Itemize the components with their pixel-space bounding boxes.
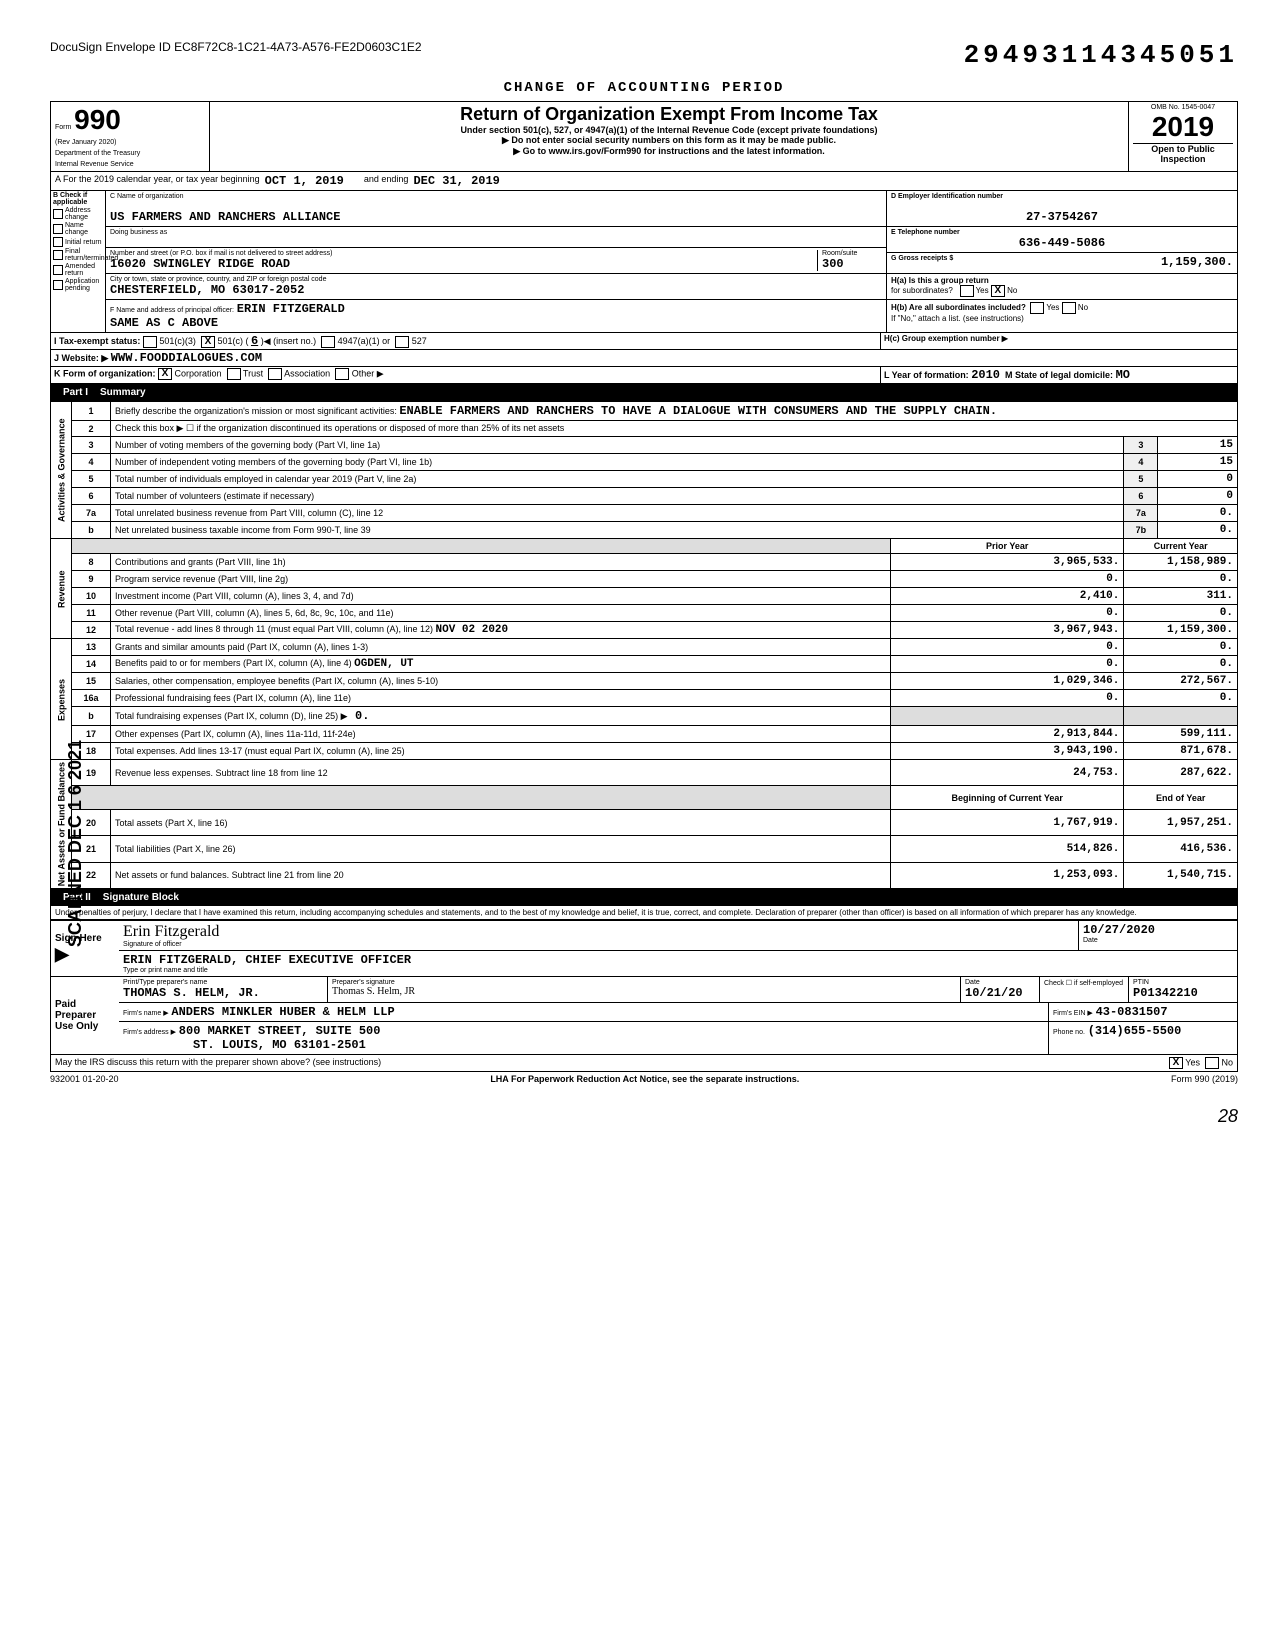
firm-phone: (314)655-5500	[1088, 1024, 1182, 1038]
website: WWW.FOODDIALOGUES.COM	[111, 351, 262, 365]
city: CHESTERFIELD, MO 63017-2052	[110, 283, 882, 297]
dba-label: Doing business as	[110, 229, 882, 236]
arrow-note-2: ▶ Go to www.irs.gov/Form990 for instruct…	[216, 146, 1122, 157]
period-end: DEC 31, 2019	[413, 174, 499, 188]
preparer-name: THOMAS S. HELM, JR.	[123, 986, 323, 1000]
arrow-note-1: ▶ Do not enter social security numbers o…	[216, 135, 1122, 146]
form-prefix: Form	[55, 124, 71, 131]
d-label: D Employer Identification number	[891, 193, 1233, 200]
f-label: F Name and address of principal officer:	[110, 307, 234, 314]
l-year: 2010	[971, 368, 1000, 382]
summary-table: Activities & Governance 1 Briefly descri…	[50, 401, 1238, 889]
officer-name: ERIN FITZGERALD	[237, 302, 345, 316]
c-label: C Name of organization	[110, 193, 882, 200]
phone: 636-449-5086	[891, 236, 1233, 250]
ein: 27-3754267	[891, 210, 1233, 224]
footer-center: LHA For Paperwork Reduction Act Notice, …	[490, 1074, 799, 1084]
net-assets-label: Net Assets or Fund Balances	[51, 760, 72, 889]
ha-sub: for subordinates?	[891, 286, 953, 295]
ha-label: H(a) Is this a group return	[891, 276, 989, 285]
part-ii-header: Part IISignature Block	[50, 889, 1238, 906]
docusign-id: DocuSign Envelope ID EC8F72C8-1C21-4A73-…	[50, 40, 422, 70]
footer-form: Form 990 (2019)	[1171, 1074, 1238, 1084]
expenses-label: Expenses	[51, 639, 72, 760]
main-title: Return of Organization Exempt From Incom…	[216, 104, 1122, 125]
501c-number: 6	[251, 334, 258, 348]
and-ending-label: and ending	[364, 174, 409, 188]
firm-name: ANDERS MINKLER HUBER & HELM LLP	[171, 1005, 394, 1019]
prep-date: 10/21/20	[965, 986, 1035, 1000]
sig-date: 10/27/2020	[1083, 923, 1233, 937]
omb-number: OMB No. 1545-0047	[1133, 104, 1233, 111]
city-label: City or town, state or province, country…	[110, 276, 882, 283]
page-number: 28	[50, 1106, 1238, 1127]
part-i-header: Part ISummary	[50, 384, 1238, 401]
ptin: P01342210	[1133, 986, 1233, 1000]
street-label: Number and street (or P.O. box if mail i…	[110, 250, 813, 257]
org-info-block: B Check if applicable Address change Nam…	[50, 191, 1238, 333]
sign-here-block: Sign Here ▶ Erin Fitzgerald Signature of…	[50, 920, 1238, 977]
line1-label: Briefly describe the organization's miss…	[115, 406, 397, 416]
line1-text: ENABLE FARMERS AND RANCHERS TO HAVE A DI…	[399, 404, 997, 418]
firm-addr2: ST. LOUIS, MO 63101-2501	[193, 1038, 366, 1052]
officer-print-name: ERIN FITZGERALD, CHIEF EXECUTIVE OFFICER	[123, 953, 1233, 967]
m-label: M State of legal domicile:	[1005, 370, 1113, 380]
room-label: Room/suite	[822, 250, 882, 257]
received-date-stamp: NOV 02 2020	[436, 624, 509, 636]
form-header: Form 990 (Rev January 2020) Department o…	[50, 101, 1238, 172]
footer-code: 932001 01-20-20	[50, 1074, 119, 1084]
paid-preparer-block: Paid Preparer Use Only Print/Type prepar…	[50, 977, 1238, 1055]
section-b-checks: B Check if applicable Address change Nam…	[51, 191, 106, 332]
org-name: US FARMERS AND RANCHERS ALLIANCE	[110, 210, 882, 224]
hb-label: H(b) Are all subordinates included?	[891, 303, 1026, 312]
e-label: E Telephone number	[891, 229, 1233, 236]
penalty-text: Under penalties of perjury, I declare th…	[50, 906, 1238, 920]
line16b-val: 0.	[355, 709, 369, 723]
form-number: 990	[74, 104, 121, 135]
firm-addr1: 800 MARKET STREET, SUITE 500	[179, 1024, 381, 1038]
g-label: G Gross receipts $	[891, 255, 953, 271]
ogden-stamp: OGDEN, UT	[354, 658, 413, 670]
signature: Erin Fitzgerald	[123, 923, 1074, 941]
discuss-label: May the IRS discuss this return with the…	[55, 1057, 381, 1069]
tax-year: 2019	[1133, 111, 1233, 143]
street: 16020 SWINGLEY RIDGE ROAD	[110, 257, 813, 271]
revenue-label: Revenue	[51, 539, 72, 639]
officer-addr: SAME AS C ABOVE	[110, 316, 218, 330]
a-line-label: A For the 2019 calendar year, or tax yea…	[55, 174, 260, 188]
gross-receipts: 1,159,300.	[1161, 255, 1233, 271]
open-public: Open to Public	[1151, 144, 1215, 154]
m-state: MO	[1116, 368, 1130, 382]
firm-ein: 43-0831507	[1096, 1005, 1168, 1019]
line2: Check this box ▶ ☐ if the organization d…	[111, 421, 1238, 437]
subtitle: Under section 501(c), 527, or 4947(a)(1)…	[216, 125, 1122, 135]
hb-note: If "No," attach a list. (see instruction…	[891, 314, 1024, 323]
form-rev: (Rev January 2020)	[55, 139, 116, 146]
period-begin: OCT 1, 2019	[265, 174, 344, 188]
document-number: 29493114345051	[964, 40, 1238, 70]
i-label: I Tax-exempt status:	[54, 336, 140, 346]
inspection: Inspection	[1160, 154, 1205, 164]
dept-label: Department of the Treasury	[55, 150, 140, 157]
accounting-period-title: CHANGE OF ACCOUNTING PERIOD	[50, 80, 1238, 96]
j-label: J Website: ▶	[54, 353, 108, 363]
activities-governance-label: Activities & Governance	[51, 402, 72, 539]
room: 300	[822, 257, 882, 271]
k-label: K Form of organization:	[54, 368, 156, 378]
hc-label: H(c) Group exemption number ▶	[884, 334, 1008, 343]
irs-label: Internal Revenue Service	[55, 161, 134, 168]
l-label: L Year of formation:	[884, 370, 969, 380]
